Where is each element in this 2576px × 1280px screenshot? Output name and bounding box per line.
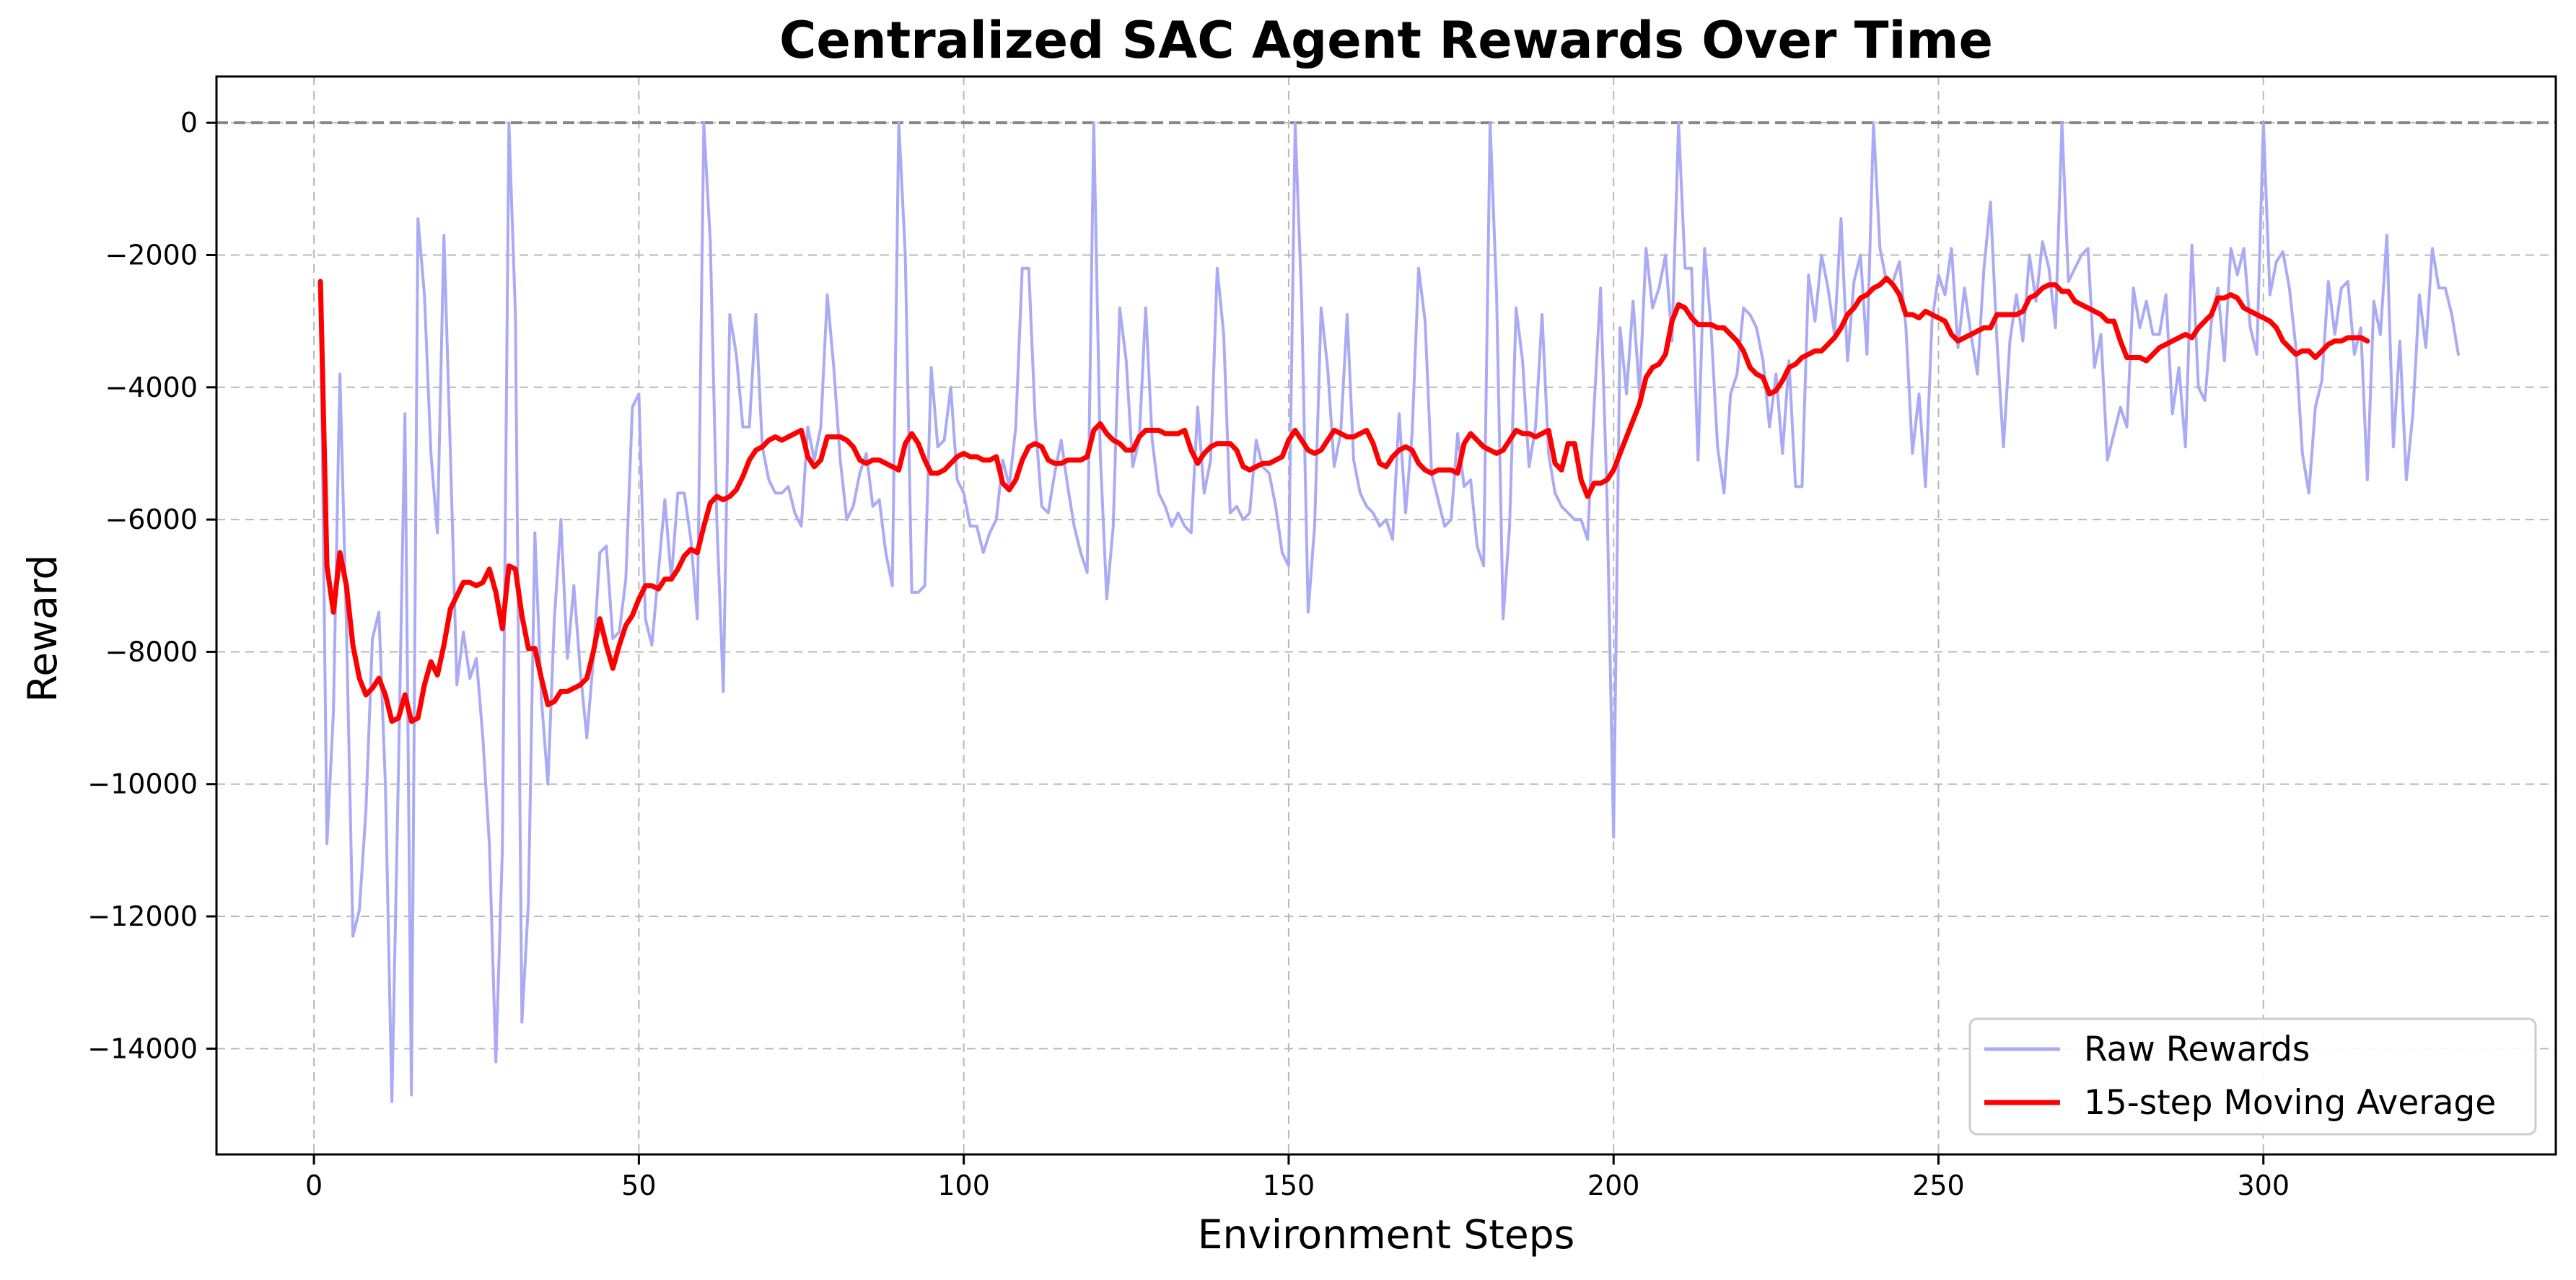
plot-area-frame	[215, 75, 2557, 1156]
y-tick-label-5: −10000	[87, 768, 198, 800]
y-tick-label-0: 0	[180, 107, 198, 139]
y-tick-label-6: −12000	[87, 900, 198, 932]
y-tick-label-4: −8000	[105, 636, 198, 667]
chart-title: Centralized SAC Agent Rewards Over Time	[779, 11, 1993, 70]
y-axis-label: Reward	[19, 555, 66, 703]
x-tick-label-2: 100	[937, 1170, 990, 1201]
legend-label-moving-average: 15-step Moving Average	[2084, 1083, 2496, 1123]
legend: Raw Rewards 15-step Moving Average	[1968, 1017, 2537, 1136]
x-axis-label: Environment Steps	[1198, 1211, 1575, 1258]
y-tick-label-3: −6000	[105, 504, 198, 535]
x-tick-label-6: 300	[2237, 1170, 2290, 1201]
series-layer	[317, 121, 2460, 1103]
y-axis-ticks: 0 −2000 −4000 −6000 −8000 −10000 −12000 −14000	[87, 107, 216, 1064]
y-tick-label-1: −2000	[105, 239, 198, 271]
series-line-raw-rewards	[319, 121, 2460, 1103]
y-tick-label-7: −14000	[87, 1033, 198, 1064]
series-line-moving-average	[317, 276, 2370, 724]
legend-box	[1968, 1017, 2537, 1136]
x-tick-label-1: 50	[621, 1170, 656, 1201]
x-axis-ticks: 0 50 100 150 200 250 300	[305, 1154, 2290, 1201]
x-tick-label-3: 150	[1263, 1170, 1315, 1201]
legend-label-raw-rewards: Raw Rewards	[2084, 1030, 2310, 1069]
x-tick-label-4: 200	[1587, 1170, 1640, 1201]
y-tick-label-2: −4000	[105, 372, 198, 403]
x-tick-label-5: 250	[1912, 1170, 1965, 1201]
x-tick-label-0: 0	[305, 1170, 323, 1201]
